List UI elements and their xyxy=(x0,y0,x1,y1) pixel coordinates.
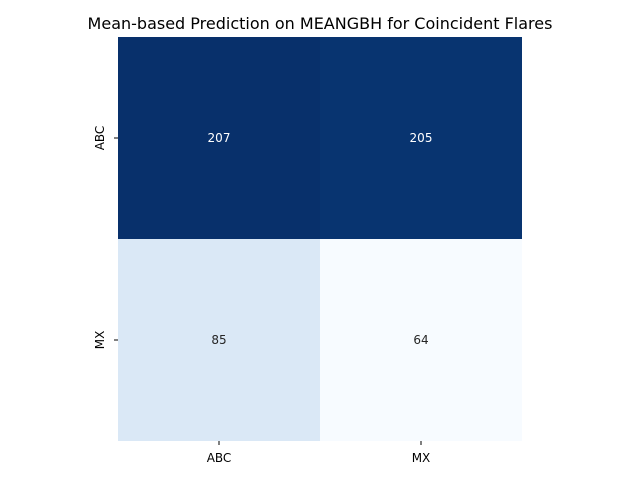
chart-title: Mean-based Prediction on MEANGBH for Coi… xyxy=(88,14,553,33)
heatmap-cell-abc-abc xyxy=(118,37,320,239)
cell-value-label: 64 xyxy=(413,333,428,347)
y-tick-label: MX xyxy=(93,331,107,350)
cell-value-label: 207 xyxy=(208,131,231,145)
heatmap-cell-abc-mx xyxy=(320,37,522,239)
y-axis: ABC MX xyxy=(93,126,118,350)
cell-value-label: 85 xyxy=(211,333,226,347)
x-tick-label: MX xyxy=(412,451,431,465)
heatmap-cell-mx-mx xyxy=(320,239,522,441)
cell-value-label: 205 xyxy=(410,131,433,145)
x-tick-label: ABC xyxy=(207,451,232,465)
y-tick-label: ABC xyxy=(93,126,107,151)
heatmap-cell-mx-abc xyxy=(118,239,320,441)
x-axis: ABC MX xyxy=(207,441,431,465)
heatmap-cells: 207 205 85 64 xyxy=(118,37,522,441)
